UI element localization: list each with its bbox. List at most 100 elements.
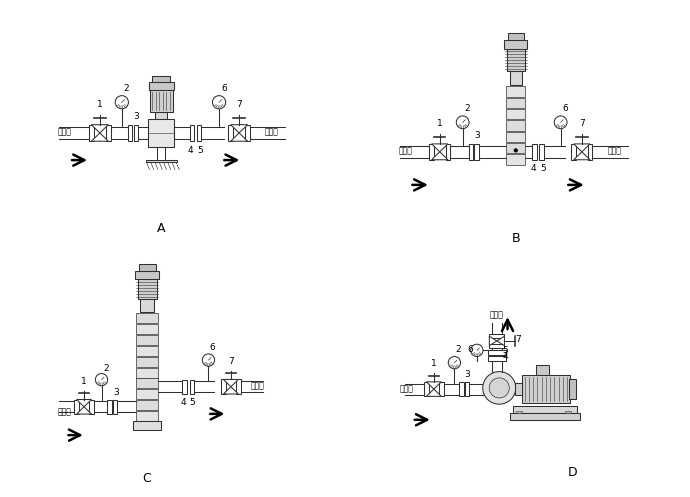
Text: 1: 1 (437, 119, 442, 129)
Bar (465, 382, 469, 396)
Bar (152, 76, 170, 82)
Bar (190, 380, 195, 394)
Polygon shape (224, 387, 238, 394)
Bar (197, 125, 201, 141)
Bar (446, 144, 451, 160)
Bar (146, 160, 177, 163)
Polygon shape (426, 389, 442, 397)
Text: 4: 4 (531, 165, 536, 173)
Bar (190, 125, 195, 141)
Bar (488, 350, 506, 355)
Bar (89, 125, 94, 141)
Ellipse shape (489, 378, 509, 398)
Bar (424, 382, 428, 397)
Bar (429, 144, 434, 160)
Bar (137, 279, 157, 299)
Bar (569, 379, 576, 399)
Text: D: D (568, 466, 578, 480)
Text: C: C (143, 472, 151, 485)
Bar (113, 400, 117, 414)
Text: 6: 6 (562, 104, 568, 113)
Text: 2: 2 (456, 345, 462, 354)
Text: 出水端: 出水端 (490, 311, 504, 320)
Bar (522, 375, 570, 403)
Bar (128, 125, 132, 141)
Text: 3: 3 (112, 388, 119, 397)
Text: 1: 1 (431, 359, 437, 368)
Text: 7: 7 (237, 100, 242, 109)
Circle shape (448, 356, 460, 369)
Polygon shape (77, 400, 92, 407)
Text: 3: 3 (465, 370, 471, 379)
Bar (517, 411, 522, 413)
Bar (228, 125, 233, 141)
Text: 7: 7 (515, 335, 521, 344)
Bar (506, 132, 526, 142)
Bar (89, 400, 94, 414)
Text: 進水端: 進水端 (58, 127, 72, 136)
Bar (506, 109, 526, 119)
Bar (506, 86, 526, 97)
Bar (245, 125, 250, 141)
Bar (135, 271, 159, 279)
Text: 4: 4 (181, 398, 186, 407)
Text: 進水端: 進水端 (400, 384, 414, 393)
Polygon shape (573, 144, 590, 152)
Bar (137, 335, 158, 345)
Bar (571, 144, 576, 160)
Bar (515, 383, 522, 395)
Bar (506, 120, 526, 131)
Bar (532, 144, 537, 160)
Polygon shape (91, 133, 108, 141)
Bar (565, 411, 571, 413)
Text: 2: 2 (464, 104, 470, 113)
Text: 7: 7 (228, 357, 234, 366)
Circle shape (115, 95, 128, 109)
Text: 進水端: 進水端 (57, 407, 71, 416)
Circle shape (95, 374, 108, 386)
Polygon shape (426, 382, 442, 389)
Text: 4: 4 (502, 352, 508, 361)
Bar (508, 33, 524, 40)
Polygon shape (224, 379, 238, 387)
Text: 5: 5 (197, 146, 203, 155)
Bar (75, 400, 79, 414)
Text: 3: 3 (475, 131, 480, 140)
Polygon shape (230, 125, 248, 133)
Bar (137, 367, 158, 378)
Bar (506, 49, 525, 72)
Bar (155, 112, 167, 119)
Circle shape (456, 116, 469, 129)
Bar (536, 365, 549, 375)
Bar (133, 421, 161, 430)
Text: 1: 1 (81, 377, 87, 386)
Text: 7: 7 (579, 119, 584, 129)
Bar (488, 356, 506, 361)
Bar (137, 389, 158, 399)
Bar (137, 324, 158, 334)
Text: 5: 5 (540, 165, 546, 173)
Bar (460, 382, 464, 396)
Bar (137, 378, 158, 388)
Text: 5: 5 (190, 398, 195, 407)
Circle shape (513, 148, 518, 153)
Circle shape (202, 354, 215, 366)
Bar (506, 154, 526, 165)
Bar (513, 406, 577, 413)
Polygon shape (489, 336, 497, 345)
Circle shape (471, 344, 483, 356)
Bar (137, 411, 158, 421)
Text: 1: 1 (97, 100, 103, 109)
Bar (489, 334, 504, 338)
Bar (141, 299, 154, 313)
Bar (221, 379, 226, 394)
Bar (134, 125, 138, 141)
Bar (504, 40, 527, 49)
Text: 5: 5 (502, 346, 508, 355)
Polygon shape (230, 133, 248, 141)
Text: 出水端: 出水端 (265, 127, 279, 136)
Bar (506, 97, 526, 108)
Bar (182, 380, 187, 394)
Polygon shape (432, 144, 448, 152)
Text: 進水端: 進水端 (399, 146, 413, 155)
